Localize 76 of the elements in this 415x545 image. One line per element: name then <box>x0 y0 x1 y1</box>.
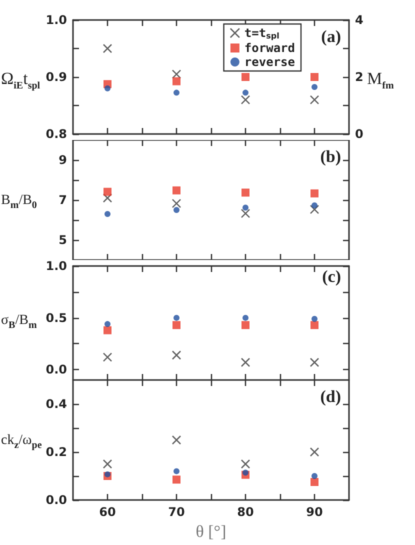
point <box>172 198 182 208</box>
point <box>312 84 318 90</box>
point <box>102 459 112 469</box>
point <box>174 207 180 213</box>
point <box>242 73 250 81</box>
x-tick-label: 80 <box>237 505 254 519</box>
point <box>312 202 318 208</box>
point <box>102 352 112 362</box>
y2-tick-label: 0 <box>355 127 364 141</box>
point <box>242 470 248 476</box>
y-tick-label: 1.0 <box>46 259 67 273</box>
y2-tick-label: 2 <box>355 70 364 84</box>
point <box>242 204 248 211</box>
legend-label: forward <box>244 41 296 55</box>
point <box>104 326 112 334</box>
annotation: (a) <box>321 27 342 46</box>
point <box>310 95 320 104</box>
point <box>242 321 250 330</box>
y-tick-label: 7 <box>58 193 67 207</box>
point <box>172 435 182 445</box>
y-tick-label: 0.8 <box>46 127 67 141</box>
x-tick-label: 60 <box>99 505 116 519</box>
point <box>240 95 250 104</box>
point <box>172 350 182 360</box>
x-tick-label: 90 <box>306 505 323 519</box>
point <box>310 189 318 198</box>
y-tick-label: 0.4 <box>46 397 67 411</box>
point <box>172 476 180 484</box>
y-tick-label: 0.0 <box>46 493 67 507</box>
y-axis-title: B$_{m}$/B$_{0}$ <box>1 192 37 210</box>
point <box>174 90 180 96</box>
point <box>172 186 180 194</box>
point <box>310 358 320 368</box>
point <box>240 208 250 218</box>
point <box>104 211 110 217</box>
y-axis-title: σ$_{B}$/B$_{m}$ <box>1 312 37 330</box>
annotation: (d) <box>320 387 342 406</box>
point <box>102 44 112 54</box>
point <box>240 358 250 368</box>
point <box>172 70 182 79</box>
point <box>310 321 318 330</box>
point <box>242 314 248 321</box>
annotation: (c) <box>322 267 342 286</box>
y-tick-label: 5 <box>58 233 67 247</box>
point <box>310 447 320 457</box>
point <box>104 471 110 478</box>
point <box>172 77 180 86</box>
point <box>174 468 180 474</box>
y-axis-title: ck$_{z}$/ω$_{pe}$ <box>1 432 42 450</box>
x-axis-title: θ [°] <box>194 522 228 542</box>
y2-tick-label: 4 <box>355 13 364 27</box>
y-tick-label: 0.9 <box>46 70 67 84</box>
point <box>310 204 320 214</box>
y2-axis-title: M$_{fm}$ <box>367 68 394 91</box>
point <box>310 73 318 81</box>
point <box>310 478 318 486</box>
x-tick-label: 70 <box>168 505 185 519</box>
point <box>242 188 250 197</box>
point <box>312 316 318 322</box>
y-axis-title: Ω$_{iE}$t$_{spl}$ <box>1 68 40 91</box>
point <box>240 459 250 469</box>
y-tick-label: 0.5 <box>46 310 67 325</box>
legend-label: reverse <box>244 55 296 69</box>
point <box>104 321 110 328</box>
point <box>312 473 318 479</box>
y-tick-label: 0.0 <box>46 362 67 377</box>
point <box>102 193 112 203</box>
annotation: (b) <box>320 147 342 166</box>
point <box>172 321 180 330</box>
point <box>242 90 248 96</box>
y-tick-label: 9 <box>58 153 67 167</box>
point <box>104 188 112 196</box>
y-tick-label: 0.2 <box>46 445 67 459</box>
point <box>174 314 180 321</box>
y-tick-label: 1.0 <box>46 13 67 27</box>
point <box>104 85 110 92</box>
